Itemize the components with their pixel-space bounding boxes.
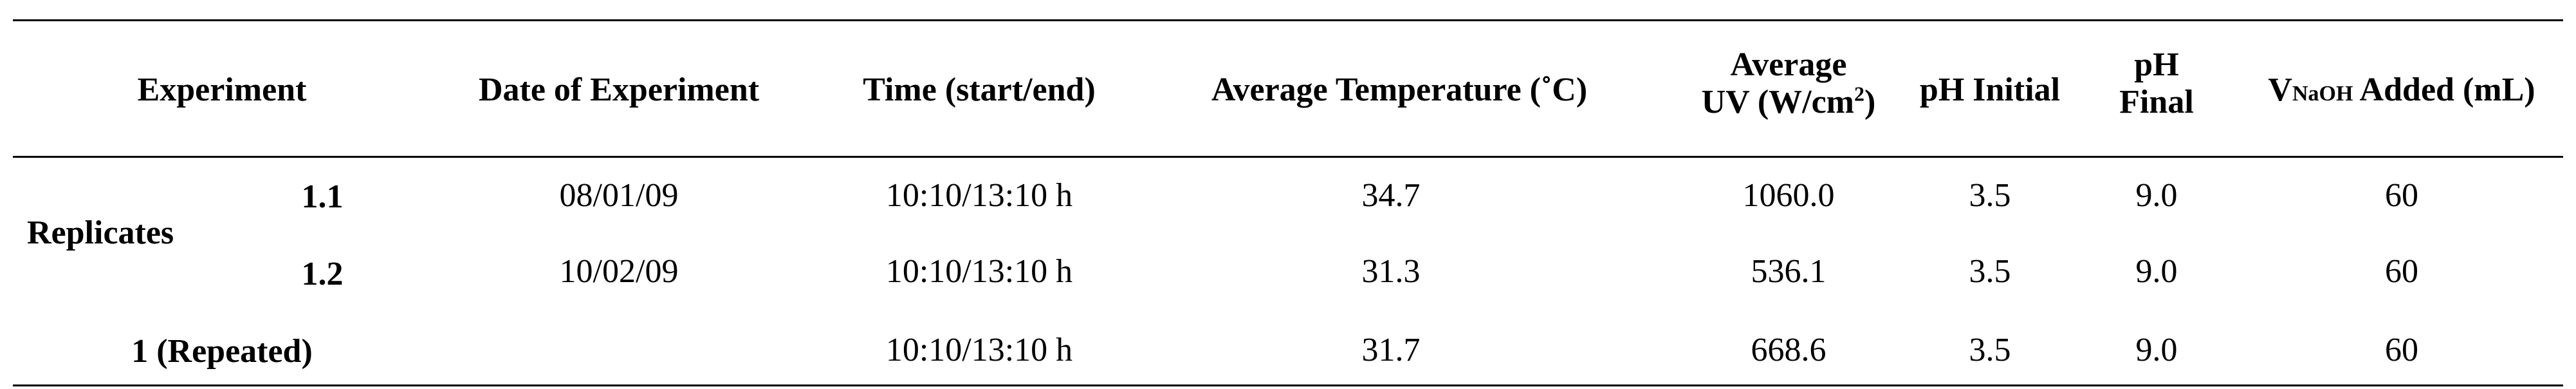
- cell-experiment: 1.2: [301, 256, 344, 292]
- cell-ph-final: 9.0: [2135, 177, 2178, 214]
- header-vnaoh-v: V: [2268, 71, 2292, 108]
- cell-vnaoh: 60: [2385, 177, 2418, 214]
- header-avg-uv: Average UV (W/cm2): [1702, 46, 1876, 121]
- cell-ph-final: 9.0: [2135, 332, 2178, 368]
- header-time: Time (start/end): [863, 71, 1096, 108]
- cell-time: 10:10/13:10 h: [885, 332, 1073, 368]
- header-avg-uv-line1: Average: [1730, 46, 1847, 83]
- table-header-rule: [13, 156, 2563, 158]
- cell-date: 10/02/09: [559, 253, 679, 290]
- header-avg-uv-sup: 2: [1854, 82, 1864, 106]
- header-avg-temperature: Average Temperature (˚C): [1211, 71, 1588, 108]
- group-label-replicates: Replicates: [27, 214, 174, 251]
- header-vnaoh-sub: NaOH: [2292, 82, 2353, 106]
- header-avg-uv-unit: UV (W/cm: [1701, 84, 1854, 120]
- header-ph-final: pH Final: [2119, 46, 2194, 121]
- cell-ph-initial: 3.5: [1969, 332, 2011, 368]
- cell-avg-temperature: 31.7: [1361, 332, 1421, 368]
- header-date: Date of Experiment: [478, 71, 760, 108]
- cell-experiment: 1 (Repeated): [131, 333, 313, 370]
- cell-avg-uv: 668.6: [1751, 332, 1826, 368]
- table-top-rule: [13, 19, 2563, 21]
- cell-time: 10:10/13:10 h: [885, 253, 1073, 290]
- header-avg-uv-close: ): [1864, 84, 1876, 120]
- header-ph-final-line2: Final: [2119, 84, 2194, 120]
- cell-avg-uv: 536.1: [1751, 253, 1826, 290]
- cell-date: 08/01/09: [559, 177, 679, 214]
- cell-avg-temperature: 34.7: [1361, 177, 1421, 214]
- header-avg-uv-line2: UV (W/cm2): [1702, 84, 1876, 121]
- header-vnaoh-rest: Added (mL): [2353, 71, 2535, 108]
- cell-vnaoh: 60: [2385, 332, 2418, 368]
- cell-time: 10:10/13:10 h: [885, 177, 1073, 214]
- cell-ph-initial: 3.5: [1969, 177, 2011, 214]
- cell-avg-temperature: 31.3: [1361, 253, 1421, 290]
- cell-vnaoh: 60: [2385, 253, 2418, 290]
- table-bottom-rule: [13, 384, 2563, 386]
- header-vnaoh-added: VNaOH Added (mL): [2268, 73, 2535, 107]
- cell-experiment: 1.1: [301, 178, 344, 215]
- cell-ph-initial: 3.5: [1969, 253, 2011, 290]
- header-experiment: Experiment: [137, 71, 307, 108]
- cell-ph-final: 9.0: [2135, 253, 2178, 290]
- cell-avg-uv: 1060.0: [1742, 177, 1835, 214]
- header-ph-initial: pH Initial: [1919, 71, 2061, 108]
- header-ph-final-line1: pH: [2134, 46, 2179, 83]
